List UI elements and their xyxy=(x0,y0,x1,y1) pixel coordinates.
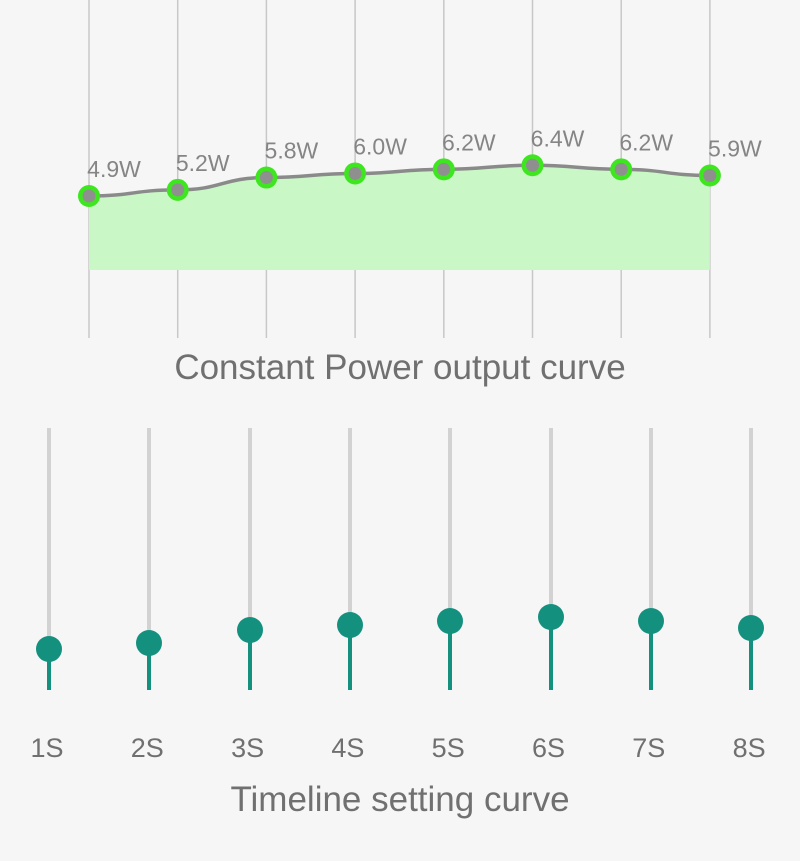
slider-thumb[interactable] xyxy=(36,636,62,662)
power-point-core-5 xyxy=(437,162,451,176)
power-value-label-1: 4.9W xyxy=(87,156,141,182)
timeline-slider-5s[interactable] xyxy=(435,428,465,690)
slider-thumb[interactable] xyxy=(336,612,363,639)
time-label-6s: 6S xyxy=(531,733,566,763)
power-chart-title: Constant Power output curve xyxy=(174,348,626,387)
slider-fill xyxy=(147,642,152,690)
slider-track xyxy=(47,428,51,690)
slider-thumb[interactable] xyxy=(437,608,464,635)
timeline-chart-title: Timeline setting curve xyxy=(230,780,570,819)
time-label-1s: 1S xyxy=(30,733,64,763)
slider-thumb[interactable] xyxy=(637,608,664,635)
slider-fill xyxy=(749,627,754,690)
power-output-chart: 4.9W 5.2W 5.8W 6.0W 6.2W 6.4W 6.2W 5.9W xyxy=(78,0,762,338)
power-point-core-7 xyxy=(614,162,628,176)
timeline-slider-6s[interactable] xyxy=(536,428,566,690)
slider-track xyxy=(648,428,653,690)
slider-track xyxy=(247,428,252,690)
slider-fill xyxy=(247,629,252,690)
time-label-3s: 3S xyxy=(231,733,265,763)
power-value-label-4: 6.0W xyxy=(353,133,407,159)
slider-track xyxy=(448,428,453,690)
slider-track xyxy=(347,428,352,690)
slider-track xyxy=(749,428,754,690)
time-label-8s: 8S xyxy=(732,733,766,763)
slider-thumb[interactable] xyxy=(537,603,564,630)
power-line xyxy=(88,163,710,198)
power-point-core-8 xyxy=(703,169,717,182)
power-value-label-8: 5.9W xyxy=(708,136,762,162)
timeline-slider-7s[interactable] xyxy=(636,428,666,690)
slider-thumb[interactable] xyxy=(136,629,163,656)
slider-fill xyxy=(47,649,51,690)
timeline-slider-4s[interactable] xyxy=(335,428,365,690)
slider-fill xyxy=(648,621,653,690)
slider-track xyxy=(548,428,553,690)
slider-track xyxy=(147,428,152,690)
timeline-slider-2s[interactable] xyxy=(134,428,164,690)
power-point-core-6 xyxy=(526,158,539,172)
slider-fill xyxy=(448,621,453,690)
time-label-4s: 4S xyxy=(331,733,365,763)
power-point-core-3 xyxy=(259,171,273,185)
timeline-axis-labels: 1S 2S 3S 4S 5S 6S 7S 8S xyxy=(0,730,800,766)
time-label-7s: 7S xyxy=(632,733,666,763)
slider-thumb[interactable] xyxy=(236,616,263,643)
power-point-core-2 xyxy=(171,183,185,197)
power-area-fill xyxy=(89,165,710,270)
time-label-5s: 5S xyxy=(431,733,465,763)
power-value-label-3: 5.8W xyxy=(265,138,319,164)
timeline-slider-3s[interactable] xyxy=(235,428,265,690)
power-point-core-1 xyxy=(82,189,96,203)
power-value-label-7: 6.2W xyxy=(619,129,673,155)
slider-fill xyxy=(347,625,352,690)
slider-fill xyxy=(548,616,553,690)
timeline-slider-8s[interactable] xyxy=(736,428,766,690)
power-value-label-5: 6.2W xyxy=(442,129,496,155)
power-point-core-4 xyxy=(348,166,362,180)
time-label-2s: 2S xyxy=(130,733,164,763)
power-value-label-2: 5.2W xyxy=(176,150,230,176)
power-value-label-6: 6.4W xyxy=(531,125,585,151)
timeline-sliders xyxy=(0,420,800,700)
timeline-slider-1s[interactable] xyxy=(34,428,64,690)
slider-thumb[interactable] xyxy=(738,614,765,641)
